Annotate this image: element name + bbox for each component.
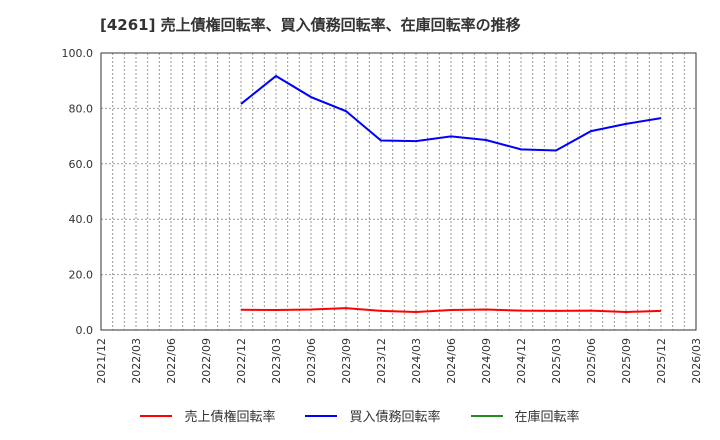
x-tick-label: 2025/12 xyxy=(655,338,668,384)
x-tick-label: 2023/12 xyxy=(375,338,388,384)
y-tick-label: 0.0 xyxy=(76,324,94,337)
legend: 売上債権回転率 買入債務回転率 在庫回転率 xyxy=(0,406,720,425)
legend-swatch-blue xyxy=(305,414,338,417)
x-tick-label: 2022/06 xyxy=(165,338,178,384)
x-tick-label: 2024/03 xyxy=(410,338,423,384)
legend-label: 買入債務回転率 xyxy=(349,410,441,425)
x-tick-label: 2024/06 xyxy=(445,338,458,384)
plot-frame xyxy=(100,52,697,331)
legend-label: 売上債権回転率 xyxy=(184,410,276,425)
legend-item-inventory: 在庫回転率 xyxy=(470,406,580,425)
legend-item-receivables: 売上債権回転率 xyxy=(140,406,275,425)
x-tick-label: 2022/03 xyxy=(130,338,143,384)
legend-swatch-green xyxy=(470,414,503,417)
x-tick-label: 2025/06 xyxy=(585,338,598,384)
y-tick-label: 60.0 xyxy=(69,158,94,171)
x-tick-label: 2022/09 xyxy=(200,338,213,384)
x-tick-label: 2022/12 xyxy=(235,338,248,384)
y-tick-label: 100.0 xyxy=(62,47,94,60)
x-tick-label: 2024/12 xyxy=(515,338,528,384)
series-line xyxy=(240,307,662,313)
x-tick-label: 2023/06 xyxy=(305,338,318,384)
x-tick-label: 2021/12 xyxy=(95,338,108,384)
x-tick-label: 2023/09 xyxy=(340,338,353,384)
legend-label: 在庫回転率 xyxy=(514,410,580,425)
x-tick-label: 2023/03 xyxy=(270,338,283,384)
chart-title: [4261] 売上債権回転率、買入債務回転率、在庫回転率の推移 xyxy=(100,16,521,34)
series-line xyxy=(240,74,662,152)
x-tick-label: 2025/09 xyxy=(620,338,633,384)
y-tick-label: 40.0 xyxy=(69,213,94,226)
x-tick-label: 2024/09 xyxy=(480,338,493,384)
y-tick-label: 80.0 xyxy=(69,102,94,115)
legend-swatch-red xyxy=(140,414,173,417)
x-tick-label: 2025/03 xyxy=(550,338,563,384)
x-tick-label: 2026/03 xyxy=(690,338,703,384)
y-tick-label: 20.0 xyxy=(69,269,94,282)
legend-item-payables: 買入債務回転率 xyxy=(305,406,441,425)
